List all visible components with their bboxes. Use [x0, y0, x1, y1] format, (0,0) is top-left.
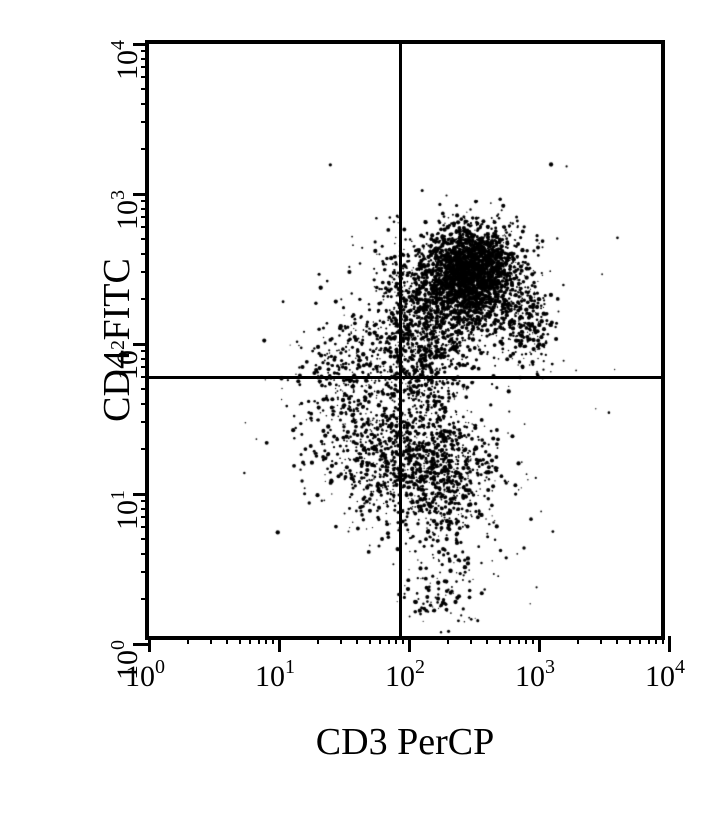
x-tick-minor [226, 636, 228, 644]
x-tick-minor [648, 636, 650, 644]
quadrant-vertical-line [399, 44, 402, 636]
y-tick-minor [141, 403, 149, 405]
x-tick-minor [600, 636, 602, 644]
y-tick-label: 101 [109, 490, 145, 530]
x-tick-minor [258, 636, 260, 644]
scatter-points [149, 44, 661, 636]
x-tick-minor [272, 636, 274, 644]
x-tick-minor [655, 636, 657, 644]
x-tick-minor [518, 636, 520, 644]
x-tick-minor [470, 636, 472, 644]
flow-cytometry-scatter: CD4 FITC CD3 PerCP 100101102103104100101… [145, 40, 665, 710]
x-tick-minor [379, 636, 381, 644]
y-tick-label: 104 [109, 40, 145, 80]
y-tick-label: 102 [109, 340, 145, 380]
x-tick-minor [662, 636, 664, 644]
y-tick-minor [141, 253, 149, 255]
x-tick-major [668, 636, 671, 652]
x-tick-minor [356, 636, 358, 644]
quadrant-horizontal-line [149, 376, 661, 379]
x-tick-minor [509, 636, 511, 644]
x-tick-major [538, 636, 541, 652]
y-tick-label: 103 [109, 190, 145, 230]
x-tick-minor [340, 636, 342, 644]
y-tick-minor [141, 571, 149, 573]
x-tick-minor [616, 636, 618, 644]
y-tick-minor [141, 388, 149, 390]
x-tick-minor [486, 636, 488, 644]
x-tick-minor [369, 636, 371, 644]
y-tick-minor [141, 538, 149, 540]
x-tick-minor [532, 636, 534, 644]
x-axis-label: CD3 PerCP [316, 720, 494, 764]
x-tick-minor [525, 636, 527, 644]
y-tick-minor [141, 121, 149, 123]
x-tick-minor [629, 636, 631, 644]
x-tick-label: 104 [645, 658, 685, 694]
x-tick-minor [388, 636, 390, 644]
x-tick-minor [639, 636, 641, 644]
x-tick-minor [499, 636, 501, 644]
x-tick-major [408, 636, 411, 652]
plot-area [145, 40, 665, 640]
x-tick-minor [210, 636, 212, 644]
x-tick-minor [402, 636, 404, 644]
y-tick-label: 100 [109, 640, 145, 680]
y-tick-minor [141, 103, 149, 105]
x-tick-minor [317, 636, 319, 644]
y-tick-minor [141, 298, 149, 300]
x-tick-minor [265, 636, 267, 644]
y-tick-minor [141, 448, 149, 450]
y-tick-minor [141, 421, 149, 423]
x-tick-major [278, 636, 281, 652]
x-tick-label: 101 [255, 658, 295, 694]
y-tick-minor [141, 88, 149, 90]
x-tick-minor [239, 636, 241, 644]
x-tick-minor [249, 636, 251, 644]
x-tick-label: 103 [515, 658, 555, 694]
x-tick-minor [187, 636, 189, 644]
x-tick-minor [395, 636, 397, 644]
y-tick-minor [141, 238, 149, 240]
y-tick-minor [141, 148, 149, 150]
x-tick-minor [577, 636, 579, 644]
x-tick-minor [447, 636, 449, 644]
x-tick-label: 102 [385, 658, 425, 694]
y-tick-minor [141, 598, 149, 600]
y-tick-minor [141, 271, 149, 273]
y-tick-minor [141, 553, 149, 555]
